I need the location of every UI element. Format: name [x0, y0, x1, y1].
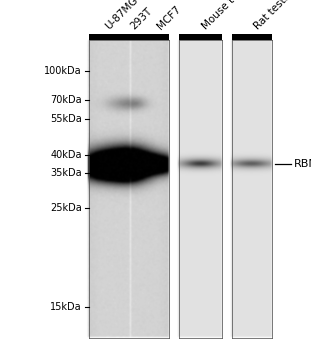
- Text: 55kDa: 55kDa: [50, 114, 82, 124]
- Text: 293T: 293T: [129, 6, 155, 31]
- Text: U-87MG: U-87MG: [103, 0, 140, 32]
- Text: RBM11: RBM11: [294, 159, 311, 169]
- Text: MCF7: MCF7: [155, 4, 182, 32]
- Text: Mouse testis: Mouse testis: [201, 0, 254, 32]
- Bar: [232, 34, 272, 40]
- Text: Rat testis: Rat testis: [252, 0, 294, 32]
- Text: 70kDa: 70kDa: [50, 95, 82, 105]
- Bar: [179, 34, 222, 40]
- Text: 100kDa: 100kDa: [44, 66, 82, 77]
- Text: 15kDa: 15kDa: [50, 301, 82, 312]
- Text: 35kDa: 35kDa: [50, 168, 82, 178]
- Bar: [89, 34, 169, 40]
- Text: 40kDa: 40kDa: [50, 150, 82, 160]
- Text: 25kDa: 25kDa: [50, 203, 82, 214]
